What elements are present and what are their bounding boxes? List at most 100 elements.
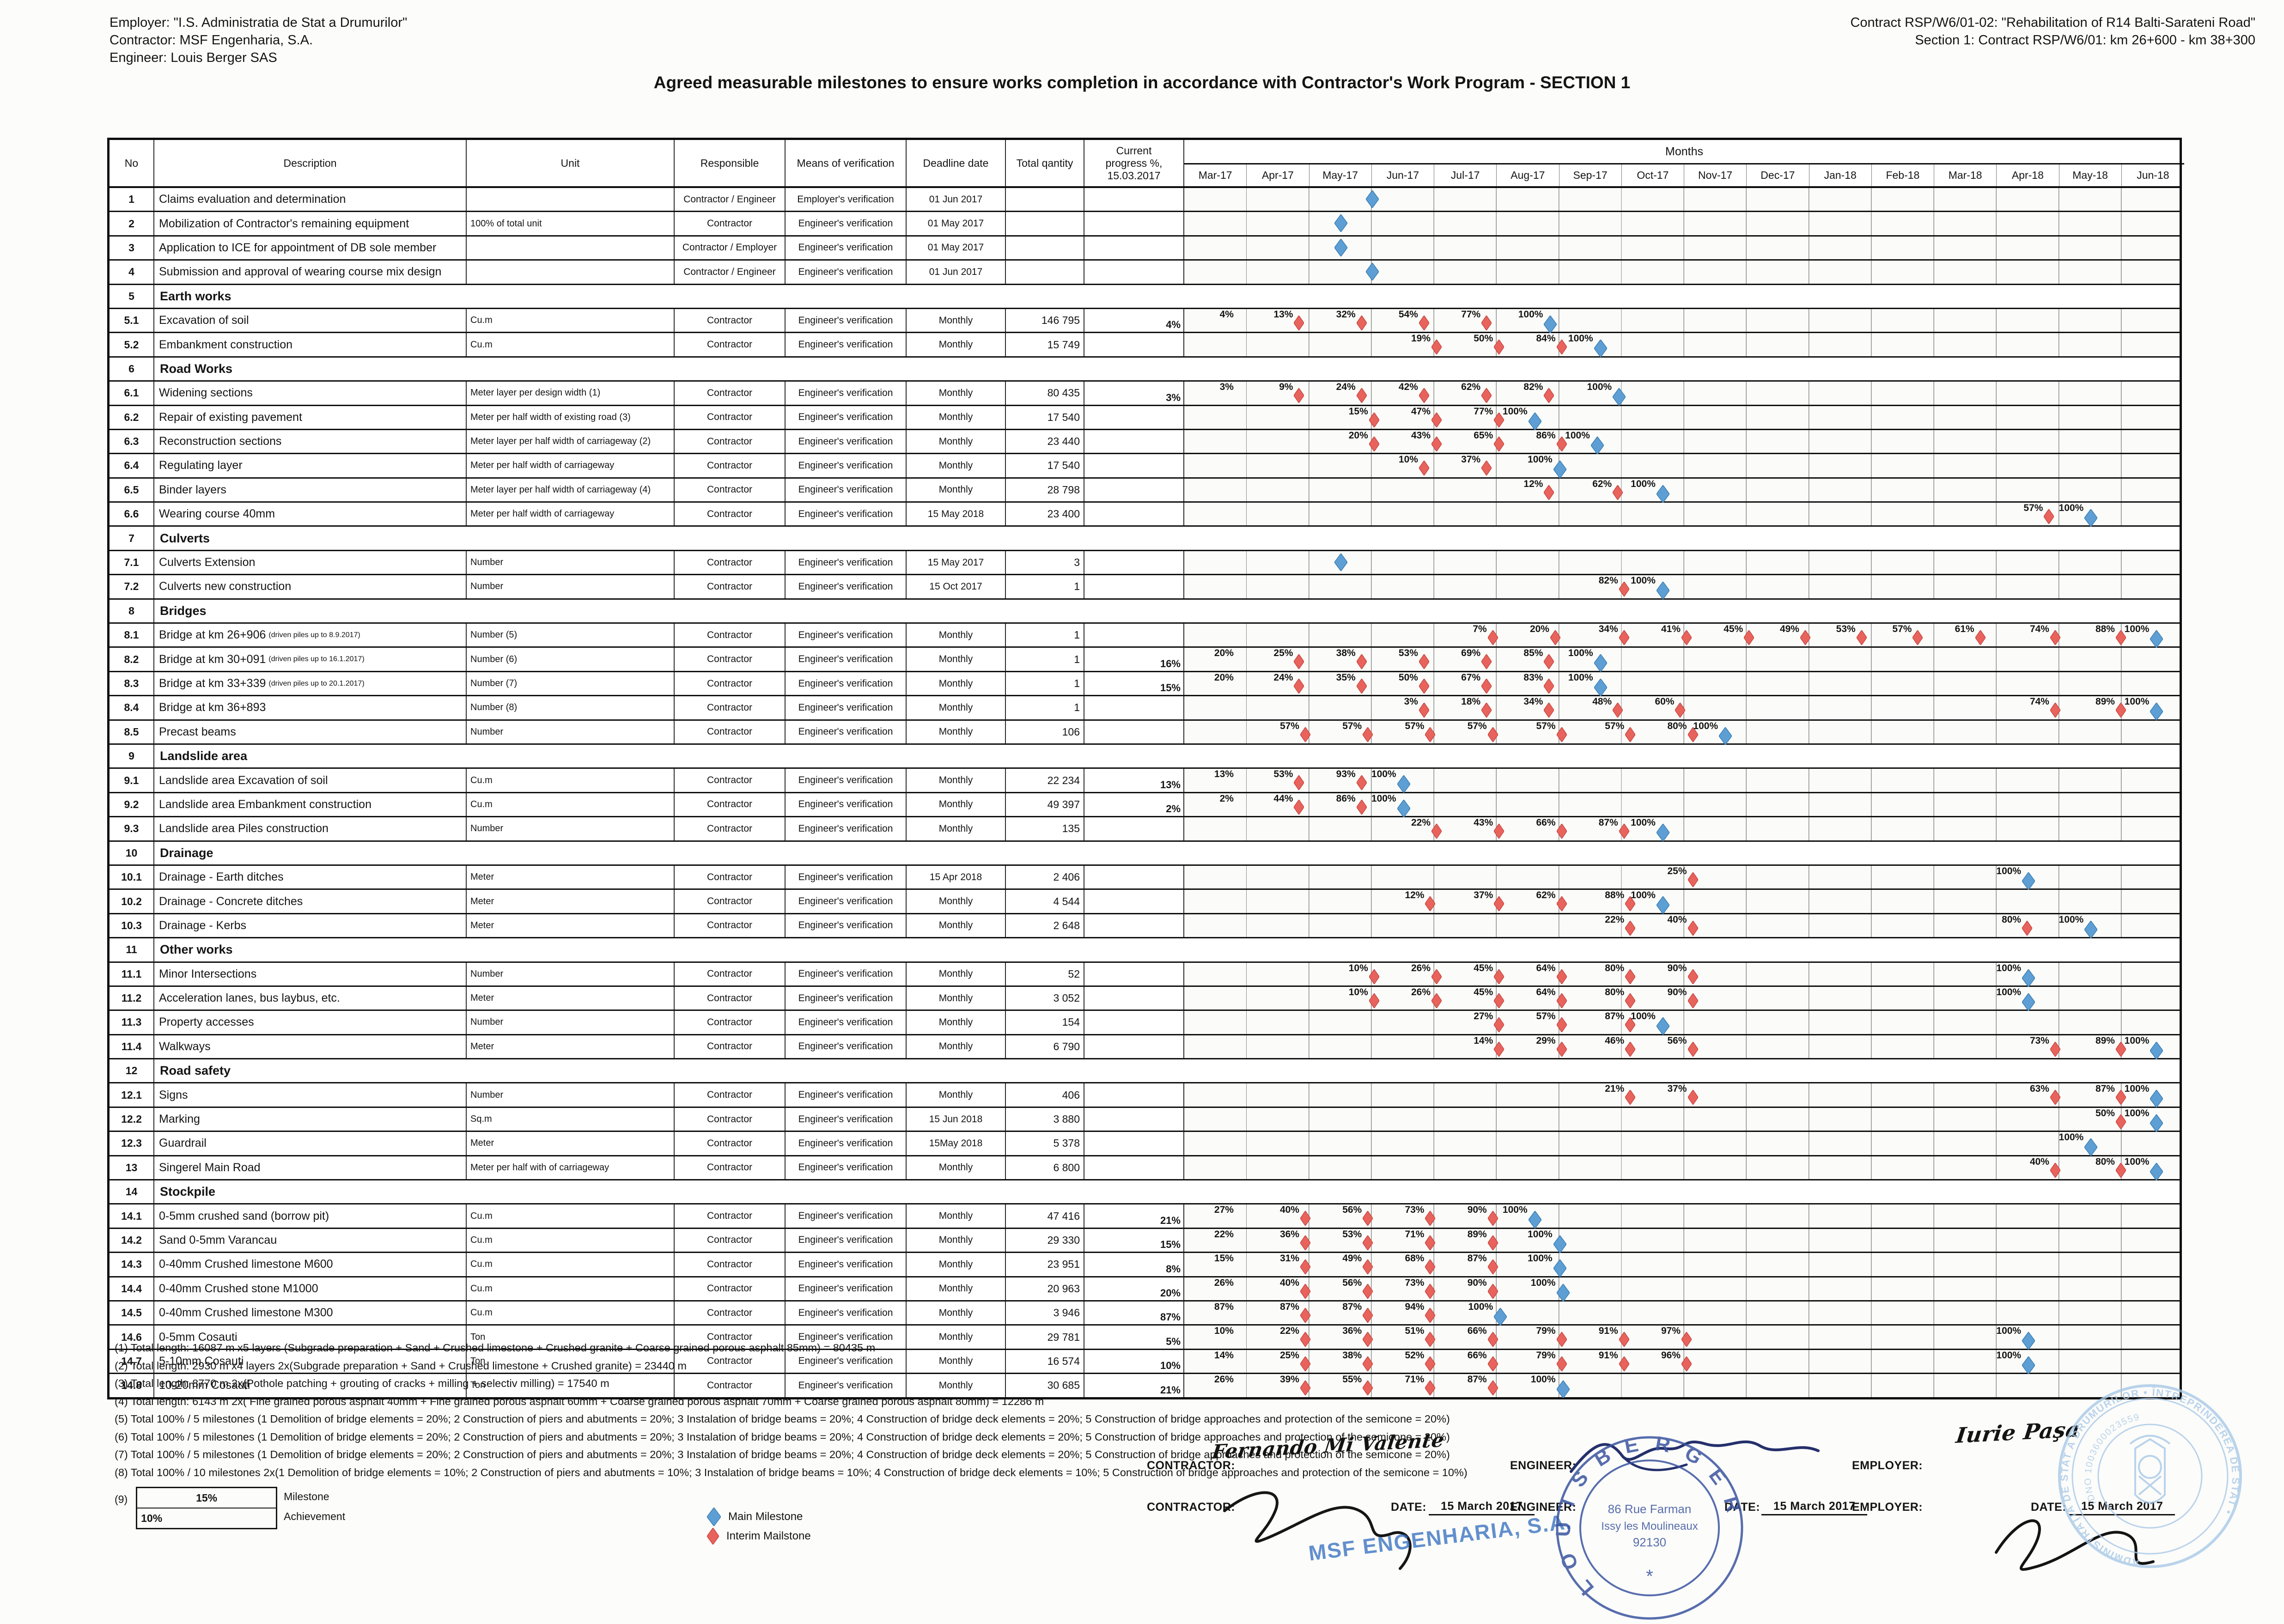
gantt-row-6.4: 10% 37% 100% bbox=[1184, 454, 2180, 479]
months-header: Months Mar-17 Apr-17 May-17 Jun-17 Jul-17 Aug… bbox=[1184, 140, 2184, 186]
row-total-quantity: 29 781 bbox=[1006, 1326, 1084, 1349]
row-description: Repair of existing pavement bbox=[154, 406, 467, 429]
row-means-of-verification: Engineer's verification bbox=[786, 672, 907, 695]
section-title: Landslide area bbox=[160, 749, 248, 763]
main-milestone-diamond bbox=[1553, 461, 1566, 479]
svg-text:92130: 92130 bbox=[1633, 1535, 1666, 1549]
row-unit: Number bbox=[467, 551, 675, 574]
month-label-May-17: May-17 bbox=[1309, 164, 1372, 186]
interim-milestone-diamond bbox=[1619, 824, 1629, 839]
interim-milestone-diamond bbox=[1425, 1235, 1436, 1250]
row-deadline: Monthly bbox=[907, 430, 1006, 453]
milestone-percent-label: 38% bbox=[1342, 1350, 1362, 1361]
row-deadline: Monthly bbox=[907, 333, 1006, 356]
interim-milestone-diamond bbox=[1431, 824, 1442, 839]
table-row-6.5: 6.5 Binder layers Meter layer per half wid… bbox=[110, 478, 2180, 503]
interim-milestone-diamond bbox=[1487, 1211, 1498, 1226]
milestone-percent-label: 39% bbox=[1279, 1374, 1299, 1385]
interim-milestone-diamond bbox=[1625, 969, 1636, 984]
row-total-quantity bbox=[1006, 188, 1084, 211]
row-deadline: Monthly bbox=[907, 817, 1006, 840]
milestone-percent-label: 24% bbox=[1273, 672, 1293, 683]
milestone-sample-label: Milestone bbox=[284, 1490, 329, 1502]
interim-milestone-diamond bbox=[1494, 412, 1504, 427]
milestone-percent-label: 57% bbox=[1279, 720, 1299, 731]
table-row-8.1: 8.1 Bridge at km 26+906 (driven piles up t… bbox=[110, 624, 2180, 648]
row-current-progress: 15% bbox=[1084, 1229, 1184, 1252]
row-description: Culverts new construction bbox=[154, 575, 467, 598]
row-current-progress: 3% bbox=[1084, 382, 1184, 405]
interim-milestone-diamond bbox=[1687, 872, 1698, 887]
row-total-quantity: 1 bbox=[1006, 696, 1084, 719]
row-means-of-verification: Engineer's verification bbox=[786, 551, 907, 574]
interim-milestone-diamond bbox=[1425, 1211, 1436, 1226]
interim-milestone-diamond bbox=[1494, 436, 1504, 451]
row-no: 14 bbox=[110, 1180, 154, 1204]
row-means-of-verification: Engineer's verification bbox=[786, 382, 907, 405]
main-milestone-diamond bbox=[1528, 1211, 1541, 1229]
milestone-percent-label: 100% bbox=[1468, 1301, 1493, 1312]
milestone-percent-label: 86% bbox=[1336, 793, 1356, 804]
row-responsible: Contractor bbox=[675, 865, 786, 889]
milestone-percent-label: 87% bbox=[1598, 817, 1618, 828]
section-row-8: 8 Bridges bbox=[110, 599, 2180, 624]
row-total-quantity: 3 880 bbox=[1006, 1107, 1084, 1131]
row-total-quantity: 47 416 bbox=[1006, 1204, 1084, 1228]
table-row-6.4: 6.4 Regulating layer Meter per half width … bbox=[110, 454, 2180, 479]
interim-milestone-diamond bbox=[1619, 630, 1629, 645]
interim-milestone-diamond bbox=[1619, 1356, 1629, 1371]
interim-milestone-diamond bbox=[1481, 461, 1492, 476]
interim-milestone-diamond bbox=[1419, 654, 1429, 669]
table-row-1: 1 Claims evaluation and determination Cont… bbox=[110, 188, 2180, 213]
milestone-percent-label: 86% bbox=[1536, 430, 1556, 441]
row-means-of-verification: Engineer's verification bbox=[786, 1132, 907, 1155]
interim-milestone-diamond bbox=[1425, 1259, 1436, 1275]
interim-milestone-diamond bbox=[1356, 388, 1367, 403]
main-milestone-diamond bbox=[2022, 872, 2035, 890]
section-row-14: 14 Stockpile bbox=[110, 1180, 2180, 1205]
milestone-percent-label: 90% bbox=[1667, 962, 1687, 973]
row-responsible: Contractor bbox=[675, 1277, 786, 1300]
month-label-Apr-17: Apr-17 bbox=[1247, 164, 1309, 186]
row-description: Application to ICE for appointment of DB… bbox=[154, 236, 467, 260]
interim-milestone-diamond bbox=[1419, 703, 1429, 718]
gantt-row-9.1: 13% 53% 93% 100% bbox=[1184, 769, 2180, 793]
gantt-row-10.3: 22% 40% 80% 100% bbox=[1184, 914, 2180, 938]
section-row-7: 7 Culverts bbox=[110, 527, 2180, 551]
milestone-percent-label: 85% bbox=[1523, 648, 1543, 659]
row-responsible: Contractor bbox=[675, 914, 786, 937]
row-means-of-verification: Engineer's verification bbox=[786, 1229, 907, 1252]
milestone-percent-label: 54% bbox=[1398, 309, 1418, 320]
row-deadline: 15May 2018 bbox=[907, 1132, 1006, 1155]
contractor-label-2: CONTRACTOR: bbox=[1147, 1501, 1236, 1514]
row-current-progress: 20% bbox=[1084, 1277, 1184, 1300]
gantt-row-4 bbox=[1184, 261, 2180, 284]
main-milestone-diamond bbox=[2022, 969, 2035, 987]
row-description: Marking bbox=[154, 1107, 467, 1131]
row-current-progress: 2% bbox=[1084, 793, 1184, 816]
milestone-percent-label: 88% bbox=[2095, 624, 2115, 635]
interim-milestone-diamond bbox=[1912, 630, 1923, 645]
milestone-percent-label: 22% bbox=[1605, 914, 1625, 925]
row-current-progress bbox=[1084, 1107, 1184, 1131]
row-description: Culverts Extension bbox=[154, 551, 467, 574]
row-no: 7.1 bbox=[110, 551, 154, 574]
row-no: 12.3 bbox=[110, 1132, 154, 1155]
table-row-8.3: 8.3 Bridge at km 33+339 (driven piles up t… bbox=[110, 672, 2180, 697]
milestone-percent-label: 24% bbox=[1336, 382, 1356, 393]
row-current-progress: 8% bbox=[1084, 1253, 1184, 1276]
engineer-label-1: ENGINEER: bbox=[1510, 1459, 1577, 1472]
row-unit: Meter bbox=[467, 914, 675, 937]
interim-milestone-diamond bbox=[1300, 1259, 1310, 1275]
row-description: 0-40mm Crushed stone M1000 bbox=[154, 1277, 467, 1300]
milestone-percent-label: 100% bbox=[2059, 503, 2084, 514]
row-current-progress: 16% bbox=[1084, 648, 1184, 671]
row-current-progress bbox=[1084, 1035, 1184, 1058]
main-milestone-diamond bbox=[1594, 654, 1607, 672]
milestone-percent-label: 56% bbox=[1342, 1204, 1362, 1216]
row-no: 6.2 bbox=[110, 406, 154, 429]
milestone-percent-label: 69% bbox=[1461, 648, 1481, 659]
row-means-of-verification: Engineer's verification bbox=[786, 962, 907, 985]
footnote-line-2: (2) Total length: 2930 m x4 layers 2x(Su… bbox=[115, 1359, 687, 1372]
milestone-percent-label: 100% bbox=[1568, 333, 1593, 344]
